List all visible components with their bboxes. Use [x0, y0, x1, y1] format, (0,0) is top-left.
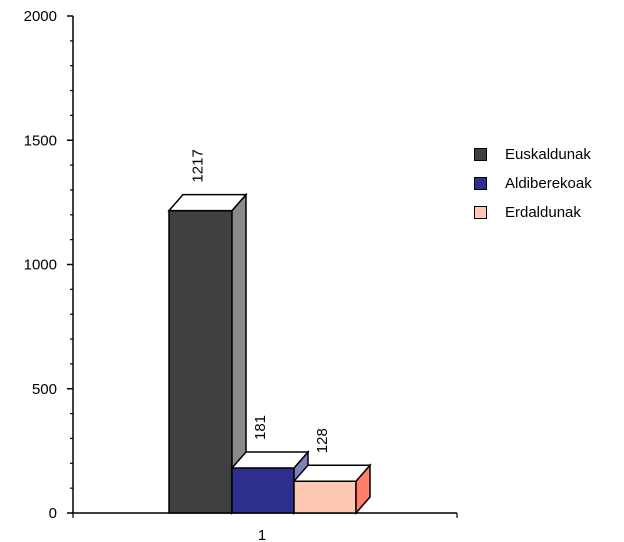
- bar-front: [168, 209, 233, 514]
- legend-item-erdaldunak: Erdaldunak: [474, 198, 592, 227]
- legend-swatch-aldiberekoak: [474, 177, 487, 190]
- data-label: 181: [252, 415, 269, 440]
- legend-label-aldiberekoak: Aldiberekoak: [505, 175, 592, 192]
- legend-item-aldiberekoak: Aldiberekoak: [474, 169, 592, 198]
- bar-top: [230, 451, 310, 469]
- y-tick-label: 500: [32, 381, 57, 398]
- bars-group: [167, 192, 372, 515]
- data-labels-group: 1217 181 128: [190, 149, 332, 453]
- y-tick-label: 1500: [24, 132, 57, 149]
- data-label: 128: [314, 428, 331, 453]
- legend-item-euskaldunak: Euskaldunak: [474, 140, 592, 169]
- y-tick-label: 1000: [24, 257, 57, 274]
- bar-top: [292, 464, 372, 482]
- data-label: 1217: [190, 149, 207, 182]
- legend-swatch-erdaldunak: [474, 206, 487, 219]
- y-axis-ticks: 0 500 1000 1500 2000: [24, 8, 73, 522]
- legend: Euskaldunak Aldiberekoak Erdaldunak: [474, 140, 592, 227]
- x-tick-label: 1: [258, 527, 266, 542]
- bar-front: [293, 480, 357, 514]
- bar-top: [167, 193, 248, 212]
- legend-label-erdaldunak: Erdaldunak: [505, 204, 581, 221]
- bar-front: [231, 467, 295, 514]
- legend-swatch-euskaldunak: [474, 148, 487, 161]
- y-tick-label: 0: [49, 505, 57, 522]
- y-tick-label: 2000: [24, 8, 57, 25]
- x-axis-ticks: 1: [72, 513, 458, 542]
- legend-label-euskaldunak: Euskaldunak: [505, 146, 591, 163]
